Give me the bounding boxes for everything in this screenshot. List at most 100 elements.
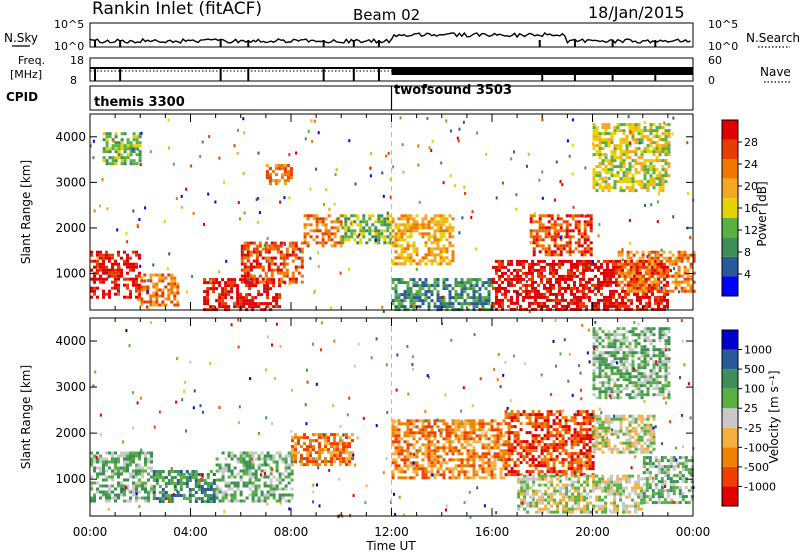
noise-cell [335,218,338,222]
echo-cell [397,235,401,239]
echo-cell [117,274,120,278]
echo-cell [362,214,366,218]
echo-cell [624,301,627,305]
echo-cell [567,431,571,435]
echo-cell [324,442,327,446]
echo-cell [409,299,413,303]
noise-cell [233,144,236,148]
echo-cell [472,425,476,429]
echo-cell [132,487,135,491]
echo-cell [406,452,410,456]
echo-cell [406,458,410,462]
echo-cell [510,449,514,453]
echo-cell [558,301,561,305]
echo-cell [585,437,589,441]
echo-cell [644,268,648,272]
echo-cell [655,174,659,178]
echo-cell [90,496,93,500]
echo-cell [478,467,482,471]
echo-cell [567,283,570,287]
echo-cell [254,469,258,473]
echo-cell [636,271,639,275]
echo-cell [549,431,553,435]
echo-cell [660,265,663,269]
echo-cell [406,223,410,227]
echo-cell [236,296,240,300]
echo-cell [549,455,553,459]
echo-cell [615,301,618,305]
echo-cell [522,458,526,462]
echo-cell [224,457,228,461]
echo-cell [380,214,384,218]
echo-cell [493,419,497,423]
echo-cell [594,283,597,287]
echo-cell [528,416,532,420]
echo-cell [579,467,583,471]
echo-cell [663,295,666,299]
echo-cell [507,277,510,281]
echo-cell [263,499,267,503]
echo-cell [582,304,585,308]
echo-cell [451,256,455,260]
echo-cell [339,223,343,227]
echo-cell [303,463,306,467]
echo-cell [269,493,273,497]
echo-cell [300,259,304,263]
echo-cell [409,305,413,309]
echo-cell [152,488,156,491]
echo-cell [236,302,240,306]
echo-cell [300,280,304,284]
echo-cell [294,256,298,260]
echo-cell [403,238,407,242]
echo-cell [439,434,443,438]
echo-cell [493,440,497,444]
echo-cell [140,300,144,304]
echo-cell [656,250,660,254]
echo-cell [680,259,684,263]
echo-cell [309,460,312,464]
echo-cell [406,425,410,429]
echo-cell [501,286,504,290]
echo-cell [391,220,395,224]
noise-cell [464,192,467,195]
echo-cell [589,214,593,218]
echo-cell [155,479,159,482]
echo-cell [661,138,665,142]
echo-cell [561,274,564,278]
echo-cell [356,235,360,239]
echo-cell [601,138,605,142]
echo-cell [591,467,595,471]
echo-cell [218,293,222,297]
echo-cell [254,296,258,300]
echo-cell [601,162,605,166]
echo-cell [309,214,313,218]
echo-cell [651,265,654,269]
echo-cell [629,250,633,254]
echo-cell [579,449,583,453]
echo-cell [574,247,578,251]
echo-cell [147,478,150,482]
echo-cell [403,440,407,444]
echo-cell [442,449,446,453]
echo-cell [601,126,605,130]
echo-cell [565,483,569,487]
echo-cell [630,298,633,302]
echo-cell [658,153,662,157]
noise-cell [381,171,384,175]
echo-cell [377,217,381,221]
echo-cell [132,490,135,494]
echo-cell [442,446,446,450]
echo-cell [454,278,458,282]
echo-cell [532,238,536,242]
noise-cell [650,203,653,207]
echo-cell [638,280,642,284]
echo-cell [105,147,109,151]
echo-cell [553,474,557,478]
echo-cell [129,463,132,467]
echo-cell [478,422,482,426]
echo-cell [631,123,635,127]
echo-cell [603,298,606,302]
echo-cell [135,138,139,142]
noise-cell [495,196,498,200]
echo-cell [538,483,542,487]
